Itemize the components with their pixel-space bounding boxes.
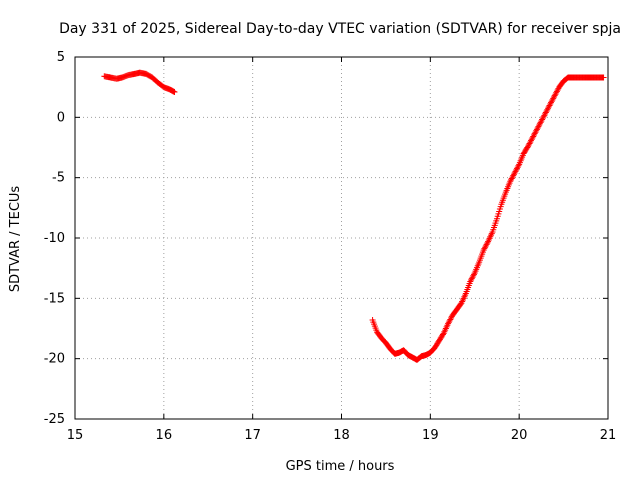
data-point-marker bbox=[514, 164, 521, 171]
data-point-marker bbox=[448, 315, 455, 322]
data-point-marker bbox=[537, 119, 544, 126]
data-point-marker bbox=[445, 319, 452, 326]
data-point-marker bbox=[548, 98, 555, 105]
chart-title: Day 331 of 2025, Sidereal Day-to-day VTE… bbox=[59, 21, 621, 37]
data-point-marker bbox=[509, 174, 516, 181]
data-point-marker bbox=[554, 86, 561, 93]
data-point-marker bbox=[526, 140, 533, 147]
data-point-marker bbox=[484, 240, 491, 247]
data-point-marker bbox=[439, 331, 446, 338]
y-tick-label: -5 bbox=[52, 171, 65, 186]
data-point-marker bbox=[446, 317, 453, 324]
x-tick-label: 19 bbox=[422, 428, 439, 443]
data-point-marker bbox=[457, 301, 464, 308]
data-point-marker bbox=[483, 241, 490, 248]
x-tick-label: 15 bbox=[67, 428, 84, 443]
axis-ticks: 15 16 17 18 19 20 21 5 0 -5 -10 -15 -20 -25 bbox=[44, 50, 617, 443]
data-point-marker bbox=[545, 105, 552, 112]
data-point-marker bbox=[552, 91, 559, 98]
data-point-marker bbox=[524, 144, 531, 151]
x-tick-label: 16 bbox=[156, 428, 173, 443]
data-point-marker bbox=[536, 120, 543, 127]
x-tick-label: 21 bbox=[600, 428, 617, 443]
data-point-marker bbox=[544, 106, 551, 113]
data-point-marker bbox=[508, 176, 515, 183]
plot-frame bbox=[74, 56, 609, 420]
data-point-marker bbox=[553, 88, 560, 95]
x-tick-label: 18 bbox=[333, 428, 350, 443]
x-tick-label: 20 bbox=[511, 428, 528, 443]
data-point-marker bbox=[527, 139, 534, 146]
data-point-marker bbox=[468, 275, 475, 282]
data-point-marker bbox=[480, 247, 487, 254]
data-point-marker bbox=[481, 245, 488, 252]
data-point-marker bbox=[530, 132, 537, 139]
data-point-marker bbox=[546, 102, 553, 109]
x-tick-label: 17 bbox=[244, 428, 261, 443]
data-point-marker bbox=[531, 130, 538, 137]
y-tick-label: -20 bbox=[44, 352, 65, 367]
data-point-marker bbox=[538, 117, 545, 124]
data-point-marker bbox=[513, 167, 520, 174]
data-point-marker bbox=[467, 278, 474, 285]
data-point-marker bbox=[539, 115, 546, 122]
y-tick-label: 0 bbox=[57, 110, 65, 125]
data-point-marker bbox=[508, 175, 515, 182]
y-tick-label: 5 bbox=[57, 50, 65, 65]
data-point-marker bbox=[445, 320, 452, 327]
data-point-marker bbox=[471, 271, 478, 278]
data-point-marker bbox=[543, 108, 550, 115]
data-point-marker bbox=[547, 101, 554, 108]
data-point-marker bbox=[542, 109, 549, 116]
data-point-marker bbox=[482, 244, 489, 251]
data-point-marker bbox=[530, 133, 537, 140]
y-tick-label: -10 bbox=[44, 231, 65, 246]
y-axis-label: SDTVAR / TECUs bbox=[8, 186, 23, 293]
y-tick-label: -15 bbox=[44, 291, 65, 306]
data-points bbox=[101, 69, 607, 363]
grid-lines bbox=[75, 57, 608, 419]
data-point-marker bbox=[515, 162, 522, 169]
data-point-marker bbox=[529, 134, 536, 141]
data-point-marker bbox=[510, 171, 517, 178]
data-point-marker bbox=[482, 242, 489, 249]
data-point-marker bbox=[536, 122, 543, 129]
data-point-marker bbox=[511, 169, 518, 176]
data-point-marker bbox=[510, 172, 517, 179]
data-point-marker bbox=[535, 123, 542, 130]
data-point-marker bbox=[540, 113, 547, 120]
x-axis-label: GPS time / hours bbox=[286, 459, 395, 474]
data-point-marker bbox=[470, 272, 477, 279]
data-point-marker bbox=[528, 137, 535, 144]
data-point-marker bbox=[539, 116, 546, 123]
data-point-marker bbox=[549, 96, 556, 103]
data-point-marker bbox=[547, 99, 554, 106]
data-point-marker bbox=[447, 316, 454, 323]
data-point-marker bbox=[532, 129, 539, 136]
data-point-marker bbox=[541, 112, 548, 119]
data-point-marker bbox=[525, 141, 532, 148]
data-point-marker bbox=[469, 274, 476, 281]
data-point-marker bbox=[513, 165, 520, 172]
data-point-marker bbox=[545, 103, 552, 110]
data-point-marker bbox=[553, 89, 560, 96]
data-point-marker bbox=[533, 126, 540, 133]
data-point-marker bbox=[551, 92, 558, 99]
data-point-marker bbox=[171, 88, 178, 95]
data-point-marker bbox=[550, 94, 557, 101]
data-point-marker bbox=[468, 277, 475, 284]
data-point-marker bbox=[525, 143, 532, 150]
data-point-marker bbox=[542, 110, 549, 117]
data-point-marker bbox=[600, 74, 607, 81]
data-point-marker bbox=[533, 127, 540, 134]
data-point-marker bbox=[550, 95, 557, 102]
data-point-marker bbox=[512, 168, 519, 175]
data-point-marker bbox=[507, 178, 514, 185]
data-point-marker bbox=[534, 124, 541, 131]
y-tick-label: -25 bbox=[44, 412, 65, 427]
data-point-marker bbox=[528, 136, 535, 143]
